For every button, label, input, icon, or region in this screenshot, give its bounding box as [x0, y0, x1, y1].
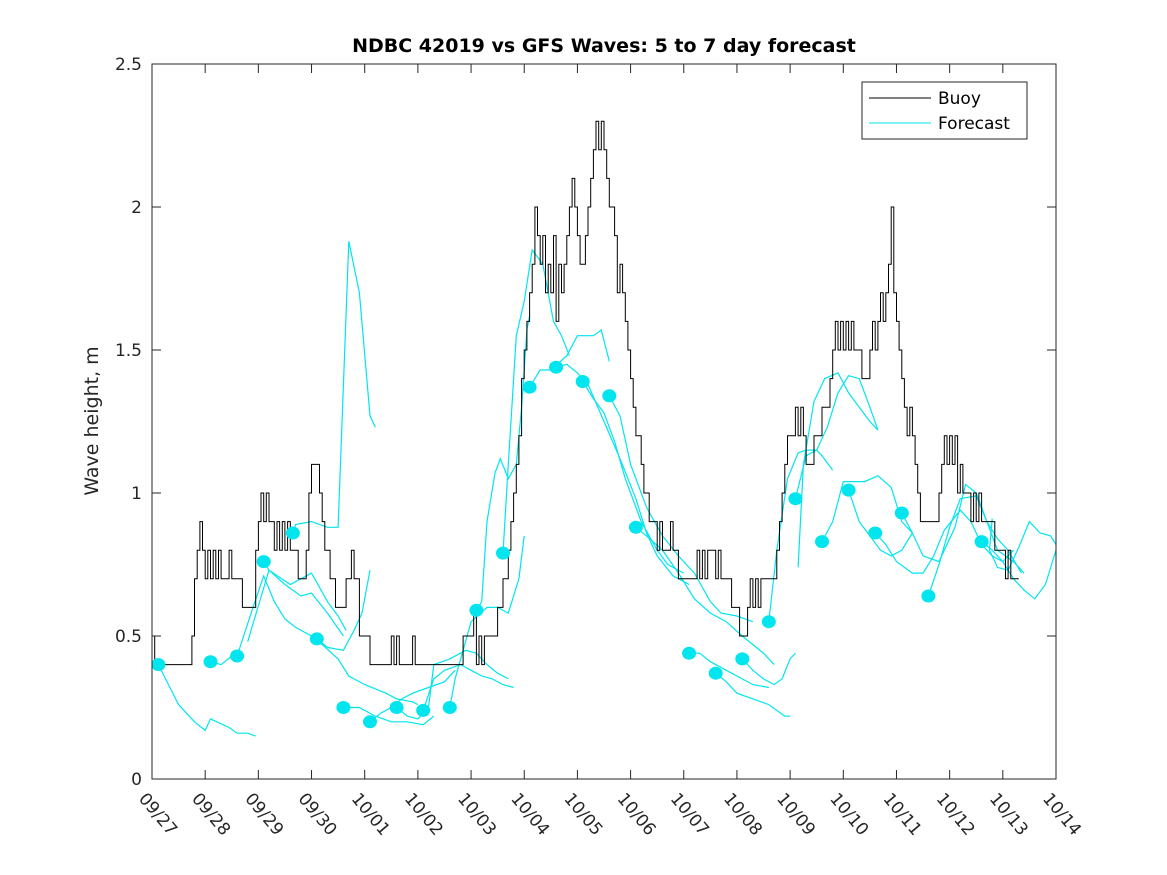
y-tick-label: 1.5	[115, 341, 142, 361]
y-axis: 0 0.5 1 1.5 2 2.5	[115, 55, 1056, 790]
forecast-line	[981, 541, 1057, 600]
forecast-start-marker	[469, 603, 484, 617]
y-tick-label: 2.5	[115, 55, 142, 75]
forecast-line	[236, 574, 419, 706]
y-tick-label: 0	[131, 770, 142, 790]
buoy-line	[152, 120, 1019, 666]
forecast-start-marker	[442, 701, 457, 714]
forecast-start-marker	[496, 546, 510, 560]
forecast-line	[635, 526, 775, 666]
forecast-start-marker	[522, 380, 537, 394]
forecast-start-marker	[735, 652, 750, 666]
forecast-start-marker	[285, 526, 300, 540]
forecast-start-marker	[151, 658, 166, 672]
forecast-start-marker	[416, 703, 431, 717]
forecast-line	[502, 248, 570, 554]
forecast-line	[396, 649, 509, 720]
forecast-start-marker	[815, 535, 829, 549]
forecast-start-marker	[389, 701, 404, 714]
forecast-start-marker	[761, 615, 776, 629]
forecast-start-marker	[682, 646, 697, 660]
forecast-start-marker	[868, 526, 883, 540]
forecast-line	[529, 328, 610, 388]
y-axis-label: Wave height, m	[81, 346, 103, 495]
forecast-line	[689, 652, 769, 689]
forecast-line	[369, 669, 456, 723]
forecast-line	[582, 381, 685, 574]
legend: Buoy Forecast	[861, 81, 1028, 140]
legend-label-forecast: Forecast	[938, 114, 1010, 134]
forecast-start-marker	[841, 483, 856, 497]
forecast-line	[292, 241, 376, 534]
forecast-line	[422, 663, 514, 711]
forecast-line	[988, 518, 1057, 571]
forecast-start-marker	[974, 535, 989, 549]
y-tick-label: 1	[131, 484, 142, 504]
forecast-line	[848, 489, 913, 557]
y-tick-label: 2	[131, 198, 142, 218]
forecast-line	[449, 535, 525, 708]
legend-label-buoy: Buoy	[938, 89, 981, 109]
forecast-start-marker	[708, 666, 723, 680]
y-tick-label: 0.5	[115, 627, 142, 647]
forecast-start-marker	[336, 701, 351, 714]
forecast-start-marker	[894, 506, 909, 520]
forecast-line	[715, 672, 791, 717]
forecast-start-marker	[363, 715, 377, 729]
forecast-start-marker	[203, 655, 218, 669]
axes-box	[151, 63, 1057, 780]
forecast-start-marker	[602, 389, 617, 403]
forecast-line	[794, 375, 879, 499]
forecast-line	[768, 449, 834, 622]
forecast-line	[247, 569, 344, 642]
forecast-start-marker	[921, 589, 936, 603]
forecast-line	[741, 652, 796, 686]
legend-box	[861, 81, 1028, 140]
forecast-start-marker	[309, 632, 324, 646]
forecast-start-marker	[628, 520, 643, 534]
forecast-line	[157, 664, 256, 737]
forecast-start-marker	[549, 360, 564, 374]
forecast-line	[316, 570, 371, 651]
forecast-start-marker	[230, 649, 245, 663]
plot-area	[151, 120, 1057, 737]
forecast-start-marker	[788, 492, 803, 506]
forecast-line	[343, 706, 435, 726]
forecast-line	[901, 483, 1022, 574]
marker-layer	[151, 360, 989, 729]
forecast-start-marker	[575, 375, 590, 388]
forecast-line	[797, 372, 879, 568]
chart-title: NDBC 42019 vs GFS Waves: 5 to 7 day fore…	[352, 35, 856, 57]
forecast-start-marker	[256, 555, 271, 569]
buoy-layer	[152, 120, 1019, 666]
